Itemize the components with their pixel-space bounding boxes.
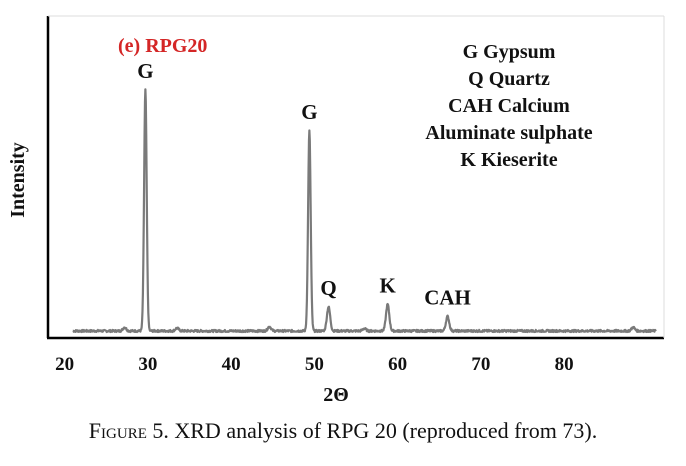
legend: G Gypsum Q Quartz CAH Calcium Aluminate … bbox=[425, 41, 592, 171]
caption-text: 5. XRD analysis of RPG 20 (reproduced fr… bbox=[146, 418, 598, 443]
x-tick-labels: 20 30 40 50 60 70 80 bbox=[55, 354, 573, 375]
peak-label: CAH bbox=[424, 286, 471, 310]
legend-entry: G Gypsum bbox=[463, 41, 556, 63]
legend-entry: Q Quartz bbox=[468, 68, 550, 90]
x-tick-label: 40 bbox=[222, 354, 241, 375]
x-tick-label: 20 bbox=[55, 354, 74, 375]
legend-entry: Aluminate sulphate bbox=[425, 122, 592, 144]
peak-labels: G G Q K CAH bbox=[137, 59, 471, 310]
peak-label: Q bbox=[320, 276, 336, 300]
y-axis-label: Intensity bbox=[7, 142, 29, 218]
xrd-trace bbox=[72, 88, 657, 334]
legend-entry: CAH Calcium bbox=[448, 95, 570, 117]
sample-label: (e) RPG20 bbox=[118, 35, 207, 57]
axes bbox=[46, 15, 665, 340]
caption-figure-word: Figure bbox=[88, 418, 147, 443]
x-tick-label: 70 bbox=[471, 354, 490, 375]
peak-label: G bbox=[137, 59, 153, 83]
x-tick-label: 30 bbox=[138, 354, 157, 375]
x-tick-label: 60 bbox=[388, 354, 407, 375]
xrd-trace-line bbox=[72, 88, 657, 334]
x-tick-label: 50 bbox=[305, 354, 324, 375]
legend-entry: K Kieserite bbox=[460, 149, 557, 171]
peak-label: G bbox=[301, 100, 317, 124]
peak-label: K bbox=[379, 273, 396, 297]
x-tick-label: 80 bbox=[555, 354, 574, 375]
figure-caption: Figure 5. XRD analysis of RPG 20 (reprod… bbox=[0, 418, 686, 444]
x-axis-label: 2Θ bbox=[323, 384, 349, 406]
